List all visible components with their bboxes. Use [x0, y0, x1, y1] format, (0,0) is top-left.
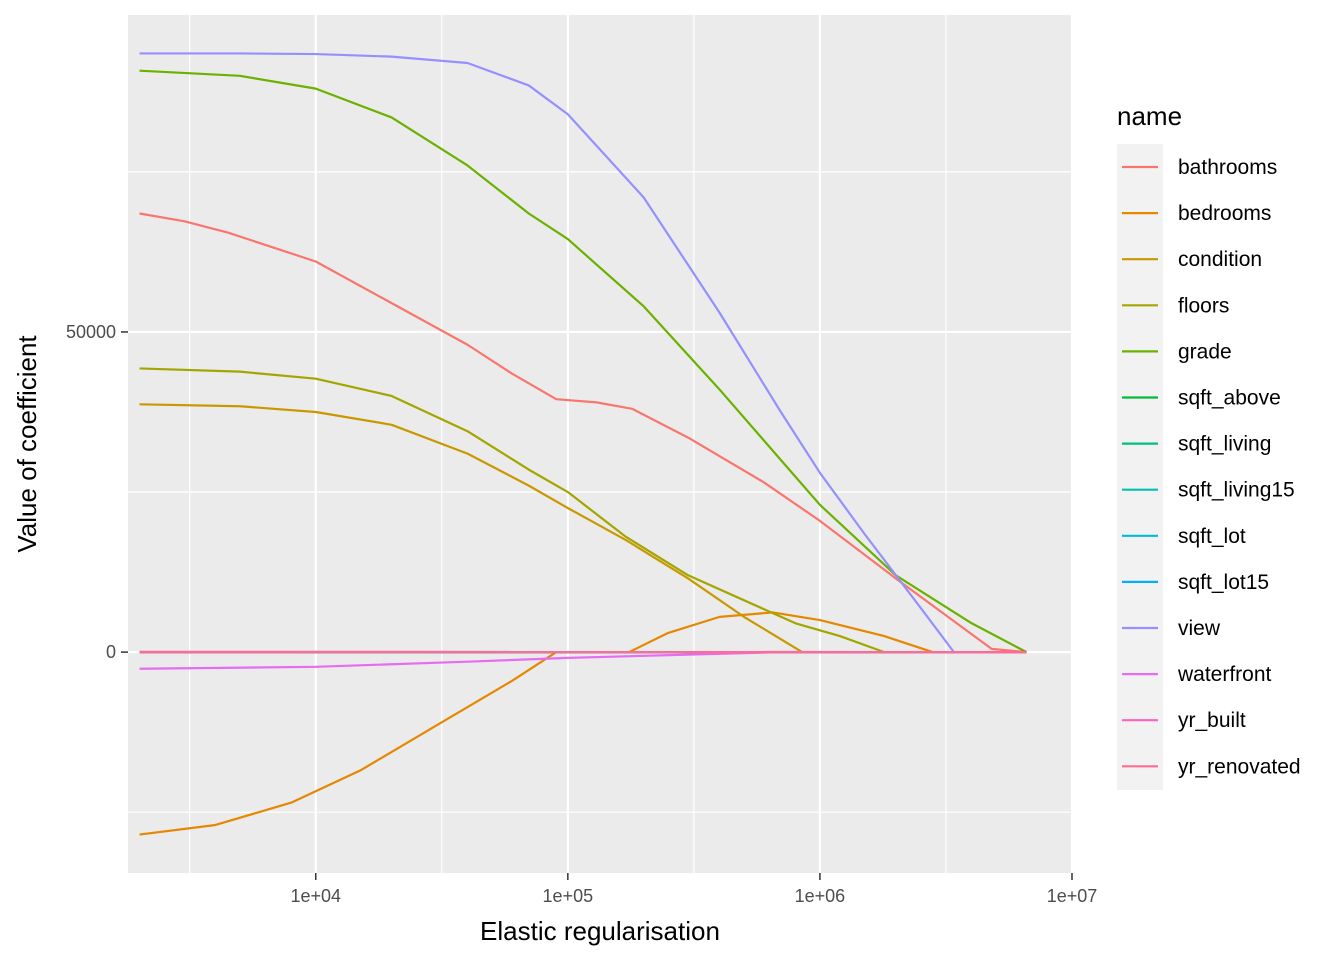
- legend-label-waterfront: waterfront: [1177, 663, 1272, 686]
- legend-item-sqft-lot15: sqft_lot15: [1122, 571, 1269, 594]
- y-tick-label-0: 0: [106, 642, 116, 662]
- legend-label-view: view: [1178, 617, 1221, 640]
- x-tick-label-2: 1e+06: [795, 886, 846, 906]
- legend-item-condition: condition: [1122, 248, 1262, 271]
- legend-label-sqft-lot15: sqft_lot15: [1178, 571, 1269, 594]
- legend-item-grade: grade: [1122, 340, 1232, 363]
- legend-label-sqft-above: sqft_above: [1178, 387, 1281, 410]
- legend-label-bedrooms: bedrooms: [1178, 202, 1271, 225]
- series-line-grade: [139, 69, 1028, 654]
- x-tick-label-3: 1e+07: [1047, 886, 1098, 906]
- x-tick-label-0: 1e+04: [290, 886, 341, 906]
- series-line-condition: [139, 403, 1027, 654]
- legend-item-bathrooms: bathrooms: [1122, 156, 1277, 179]
- legend-label-yr-renovated: yr_renovated: [1178, 755, 1301, 778]
- minor-gridlines: [128, 15, 1072, 873]
- legend-label-floors: floors: [1178, 294, 1229, 317]
- y-tick-label-1: 50000: [66, 322, 116, 342]
- legend-item-yr-renovated: yr_renovated: [1122, 755, 1301, 778]
- legend-label-grade: grade: [1178, 340, 1232, 363]
- x-tick-label-1: 1e+05: [543, 886, 594, 906]
- legend-item-sqft-lot: sqft_lot: [1122, 525, 1246, 548]
- legend: name bathrooms bedrooms condition floors gra…: [1117, 101, 1301, 790]
- legend-item-sqft-living: sqft_living: [1122, 433, 1271, 456]
- legend-label-yr-built: yr_built: [1178, 709, 1246, 732]
- legend-label-sqft-lot: sqft_lot: [1178, 525, 1246, 548]
- series-lines: [139, 52, 1028, 836]
- x-axis-title: Elastic regularisation: [480, 916, 720, 946]
- series-line-floors: [139, 367, 1027, 654]
- legend-label-sqft-living: sqft_living: [1178, 433, 1271, 456]
- series-line-bathrooms: [139, 212, 1027, 654]
- y-axis-title: Value of coefficient: [12, 335, 42, 553]
- legend-label-condition: condition: [1178, 248, 1262, 271]
- legend-label-sqft-living15: sqft_living15: [1178, 479, 1295, 502]
- legend-item-waterfront: waterfront: [1122, 663, 1272, 686]
- legend-item-yr-built: yr_built: [1122, 709, 1246, 732]
- x-axis: 1e+04 1e+05 1e+06 1e+07: [290, 873, 1097, 906]
- series-line-view: [139, 52, 1027, 654]
- legend-item-bedrooms: bedrooms: [1122, 202, 1271, 225]
- legend-item-sqft-above: sqft_above: [1122, 387, 1281, 410]
- legend-item-view: view: [1122, 617, 1221, 640]
- legend-item-floors: floors: [1122, 294, 1229, 317]
- legend-label-bathrooms: bathrooms: [1178, 156, 1277, 179]
- legend-item-sqft-living15: sqft_living15: [1122, 479, 1295, 502]
- y-axis: 0 50000: [66, 322, 128, 662]
- legend-title: name: [1117, 101, 1182, 131]
- legend-key-background: [1117, 144, 1163, 790]
- plot-background: [128, 15, 1072, 873]
